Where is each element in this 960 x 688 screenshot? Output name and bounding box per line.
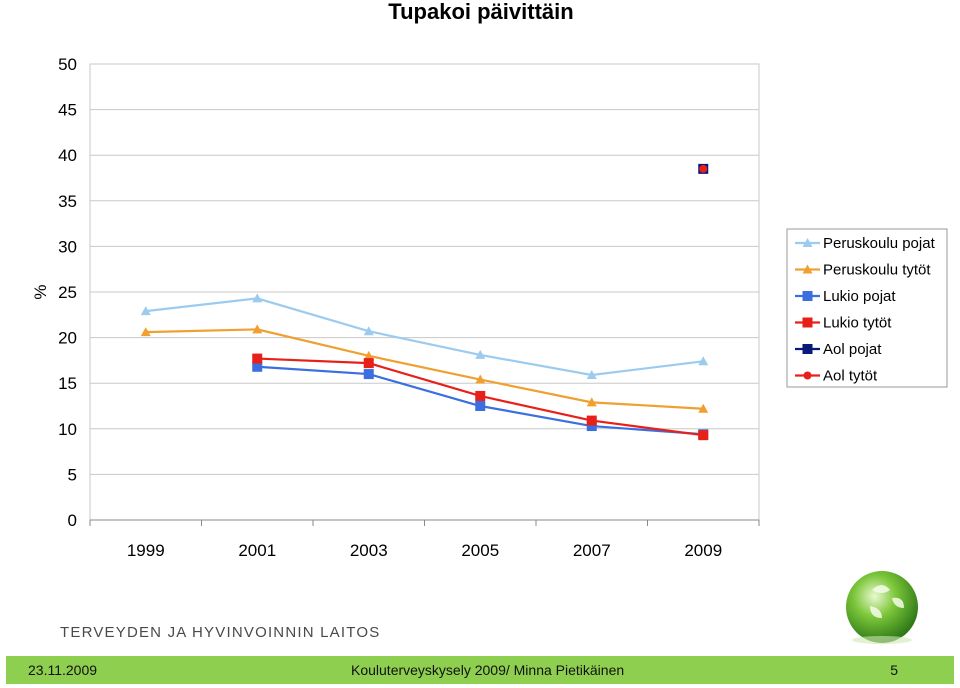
y-tick-labels: 0 5 10 15 20 25 30 35 40 45 50 bbox=[58, 55, 77, 530]
series-5 bbox=[699, 164, 708, 173]
y-tick-label: 45 bbox=[58, 101, 77, 120]
y-tick-label: 35 bbox=[58, 192, 77, 211]
data-point bbox=[252, 353, 263, 364]
data-point bbox=[586, 421, 597, 432]
data-point bbox=[252, 361, 263, 372]
y-tick-label: 20 bbox=[58, 329, 77, 348]
x-tick-label: 1999 bbox=[127, 541, 165, 560]
legend-label: Lukio tytöt bbox=[823, 315, 892, 332]
data-point bbox=[475, 401, 486, 411]
y-tick-label: 5 bbox=[68, 465, 77, 484]
x-tick-label: 2001 bbox=[238, 541, 276, 560]
y-tick-label: 25 bbox=[58, 283, 77, 302]
x-tick-label: 2005 bbox=[461, 541, 499, 560]
y-tick-label: 0 bbox=[68, 511, 77, 530]
y-tick-label: 40 bbox=[58, 146, 77, 165]
footer-date: 23.11.2009 bbox=[28, 662, 98, 678]
data-point bbox=[475, 349, 486, 359]
footer-title: Kouluterveyskysely 2009/ Minna Pietikäin… bbox=[351, 662, 625, 678]
x-tick-label: 2009 bbox=[684, 541, 722, 560]
data-point bbox=[475, 390, 486, 401]
legend-marker bbox=[802, 344, 813, 354]
legend-label: Peruskoulu tytöt bbox=[823, 262, 931, 279]
data-point bbox=[475, 374, 486, 384]
data-point bbox=[698, 403, 709, 413]
data-point bbox=[252, 293, 263, 303]
page-number: 5 bbox=[890, 662, 898, 678]
legend-label: Peruskoulu pojat bbox=[823, 235, 936, 252]
series-line bbox=[145, 297, 704, 377]
y-tick-label: 30 bbox=[58, 237, 77, 256]
x-tick-label: 2003 bbox=[350, 541, 388, 560]
data-point bbox=[363, 358, 374, 369]
data-point bbox=[363, 350, 374, 360]
y-tick-label: 50 bbox=[58, 55, 77, 74]
data-point bbox=[586, 397, 597, 407]
legend-label: Aol pojat bbox=[823, 341, 882, 358]
data-point bbox=[140, 306, 151, 316]
series-3 bbox=[252, 353, 709, 441]
legend-marker bbox=[803, 371, 812, 380]
legend: Peruskoulu pojat Peruskoulu tytöt Lukio po… bbox=[786, 228, 948, 388]
y-axis-label: % bbox=[31, 284, 50, 299]
series-0 bbox=[140, 293, 709, 379]
legend-marker bbox=[802, 238, 813, 247]
data-point bbox=[363, 326, 374, 336]
data-point bbox=[586, 415, 597, 426]
data-point bbox=[698, 430, 709, 441]
x-tick-label: 2007 bbox=[573, 541, 611, 560]
legend-marker bbox=[802, 264, 813, 274]
legend-label: Aol tytöt bbox=[823, 368, 878, 385]
data-point bbox=[699, 164, 708, 173]
chart-title: Tupakoi päivittäin bbox=[388, 0, 573, 24]
data-point bbox=[586, 369, 597, 379]
footer-bar: 23.11.2009 Kouluterveyskysely 2009/ Minn… bbox=[6, 656, 954, 684]
legend-marker bbox=[802, 317, 813, 328]
x-tick-labels: 1999 2001 2003 2005 2007 2009 bbox=[127, 541, 722, 560]
series-1 bbox=[140, 324, 709, 413]
data-point bbox=[252, 324, 263, 334]
data-point bbox=[698, 356, 709, 366]
data-point bbox=[140, 327, 151, 337]
series-layer bbox=[140, 163, 709, 441]
data-point bbox=[363, 369, 374, 380]
series-line bbox=[145, 328, 704, 410]
y-tick-label: 15 bbox=[58, 374, 77, 393]
legend-marker bbox=[802, 291, 813, 301]
y-tick-label: 10 bbox=[58, 420, 77, 439]
leaf-sphere-icon bbox=[846, 571, 918, 644]
legend-box bbox=[786, 228, 948, 388]
legend-label: Lukio pojat bbox=[823, 288, 896, 305]
gridlines bbox=[89, 63, 760, 526]
organization-logo: TERVEYDEN JA HYVINVOINNIN LAITOS bbox=[60, 624, 381, 641]
